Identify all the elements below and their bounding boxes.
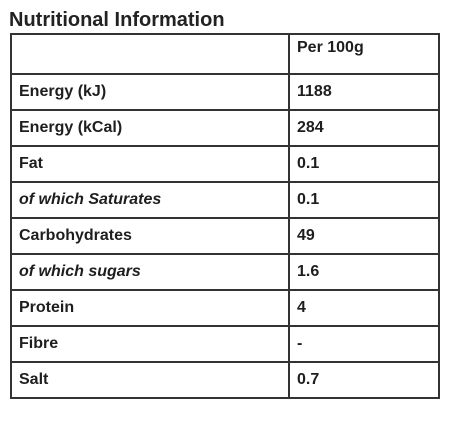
nutrient-value: 4 <box>288 289 440 327</box>
nutrient-label: Fat <box>10 145 290 183</box>
page-title: Nutritional Information <box>9 9 225 31</box>
nutrient-value: 1188 <box>288 73 440 111</box>
nutrient-label: Fibre <box>10 325 290 363</box>
table-row: of which sugars 1.6 <box>10 253 440 291</box>
nutrient-label: Carbohydrates <box>10 217 290 255</box>
nutrient-value: - <box>288 325 440 363</box>
header-label-cell <box>10 33 290 75</box>
header-per-100g-cell: Per 100g <box>288 33 440 75</box>
nutrient-label: Energy (kJ) <box>10 73 290 111</box>
nutrient-label: Protein <box>10 289 290 327</box>
table-row: Fibre - <box>10 325 440 363</box>
nutrient-value: 0.1 <box>288 181 440 219</box>
table-row: Protein 4 <box>10 289 440 327</box>
table-header-row: Per 100g <box>10 33 440 75</box>
table-row: Fat 0.1 <box>10 145 440 183</box>
nutrient-label: of which Saturates <box>10 181 290 219</box>
nutrient-value: 49 <box>288 217 440 255</box>
nutrient-label: of which sugars <box>10 253 290 291</box>
nutrient-value: 0.7 <box>288 361 440 399</box>
table-row: Salt 0.7 <box>10 361 440 399</box>
nutrient-label: Salt <box>10 361 290 399</box>
nutrient-value: 284 <box>288 109 440 147</box>
table-row: Carbohydrates 49 <box>10 217 440 255</box>
nutrient-label: Energy (kCal) <box>10 109 290 147</box>
table-row: Energy (kJ) 1188 <box>10 73 440 111</box>
nutrient-value: 0.1 <box>288 145 440 183</box>
table-row: of which Saturates 0.1 <box>10 181 440 219</box>
nutrient-value: 1.6 <box>288 253 440 291</box>
nutrition-table: Per 100g Energy (kJ) 1188 Energy (kCal) … <box>10 33 440 399</box>
table-row: Energy (kCal) 284 <box>10 109 440 147</box>
